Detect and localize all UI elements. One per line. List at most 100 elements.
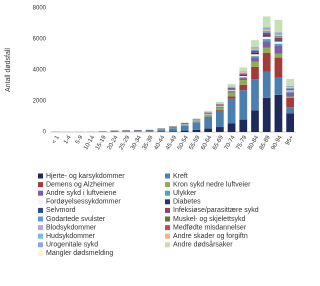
bar-segment	[169, 131, 177, 132]
legend-swatch	[38, 173, 43, 179]
legend-label: Muskel- og skjelettsykd	[173, 216, 245, 223]
bar-segment	[239, 80, 248, 85]
bar-segment	[274, 53, 283, 58]
bar-segment	[227, 88, 236, 90]
y-tick-label: 2000	[33, 99, 47, 105]
legend-label: Hjerte- og karsykdommer	[46, 173, 125, 180]
chart: Antall dødsfall 0 2000 4000 6000 8000 < 1 1-4 5…	[5, 6, 296, 257]
bar-segment	[215, 106, 224, 107]
y-tick-label: 6000	[33, 37, 47, 43]
bar-segment	[192, 129, 201, 132]
legend-swatch	[165, 182, 170, 188]
legend-swatch	[38, 216, 43, 222]
bar-segment	[227, 87, 236, 89]
legend-label: Demens og Alzheimer	[46, 181, 115, 188]
bar-segment	[251, 56, 259, 58]
legend-label: Selvmord	[46, 207, 76, 214]
bar-segment	[204, 115, 213, 117]
bar-segment	[145, 131, 154, 132]
bar-segment	[227, 98, 236, 124]
bar-segment	[286, 113, 295, 132]
legend-swatch	[38, 225, 43, 231]
bar-segment	[215, 101, 224, 104]
bar-segment	[286, 97, 295, 108]
bar-segment	[180, 123, 189, 125]
legend-swatch	[38, 207, 43, 213]
legend-label: Andre sykd i luftveiene	[46, 190, 117, 197]
bar-segment	[262, 39, 271, 42]
bar-segment	[251, 40, 259, 48]
bar-segment	[239, 90, 248, 120]
bar-segment	[157, 128, 166, 130]
bar-segment	[180, 125, 189, 131]
legend-swatch	[38, 182, 43, 188]
legend-label: Hudsykdommer	[46, 233, 96, 240]
y-tick-label: 8000	[33, 6, 47, 12]
bar-segment	[274, 37, 283, 41]
bar-segment	[274, 36, 283, 37]
x-tick-label: 95+	[285, 134, 296, 146]
legend-swatch	[38, 199, 43, 205]
bar-segment	[274, 36, 283, 38]
bar-segment	[239, 73, 248, 75]
bar-segment	[227, 96, 236, 99]
legend-swatch	[38, 233, 43, 239]
y-tick-label: 4000	[33, 68, 47, 74]
legend-label: Mangler dødsmelding	[46, 250, 113, 257]
bar-segment	[192, 118, 201, 119]
bar-segment	[204, 128, 213, 132]
bar-segment	[262, 31, 271, 32]
bar-segment	[262, 52, 271, 72]
bar-segment	[251, 47, 259, 49]
bar-segment	[251, 51, 259, 53]
legend-label: Blodsykdommer	[46, 224, 97, 231]
bar-segment	[251, 110, 259, 132]
legend-label: Medfødte misdannelser	[173, 224, 247, 231]
bar-segment	[274, 34, 283, 36]
bar-segment	[262, 31, 271, 33]
bar-segment	[239, 71, 248, 73]
bar-segment	[262, 27, 271, 30]
bar-segment	[251, 52, 259, 55]
legend-swatch	[165, 242, 170, 248]
bar-segment	[251, 66, 259, 80]
bar-segment	[262, 35, 271, 37]
bar-segment	[274, 41, 283, 44]
bar-segment	[204, 112, 213, 114]
bar-segment	[215, 106, 224, 108]
legend-label: Godartede svulster	[46, 216, 106, 223]
bar-segment	[215, 105, 224, 107]
bar-segment	[251, 48, 259, 50]
bar-segment	[227, 123, 236, 132]
bar-segment	[286, 79, 295, 86]
bar-segment	[133, 130, 142, 132]
legend-swatch	[165, 233, 170, 239]
bar-segment	[286, 90, 295, 92]
bar-segment	[286, 107, 295, 114]
legend-swatch	[165, 190, 170, 196]
legend-swatch	[38, 242, 43, 248]
bar-segment	[169, 128, 177, 132]
bar-segment	[274, 40, 283, 42]
bar-segment	[227, 89, 236, 91]
bar-segment	[239, 75, 248, 78]
legend-label: Infeksiøse/parasittære sykd	[173, 207, 259, 214]
bar-segment	[239, 77, 248, 79]
bar-segment	[274, 77, 283, 95]
bar-segment	[239, 119, 248, 132]
bar-segment	[215, 127, 224, 132]
bar-segment	[215, 109, 224, 111]
bar-segment	[239, 73, 248, 74]
x-tick-label: 90-94	[271, 134, 284, 151]
x-tick-label: 5-9	[75, 134, 85, 145]
bar-segment	[251, 79, 259, 111]
legend-swatch	[165, 199, 170, 205]
bar-segment	[274, 43, 283, 46]
bar-segment	[169, 126, 177, 128]
bar-segment	[110, 130, 119, 132]
bar-segment	[192, 121, 201, 123]
bar-segment	[274, 19, 283, 33]
bar-segment	[227, 91, 236, 93]
y-tick-label: 0	[43, 130, 47, 136]
bar-segment	[262, 41, 271, 48]
